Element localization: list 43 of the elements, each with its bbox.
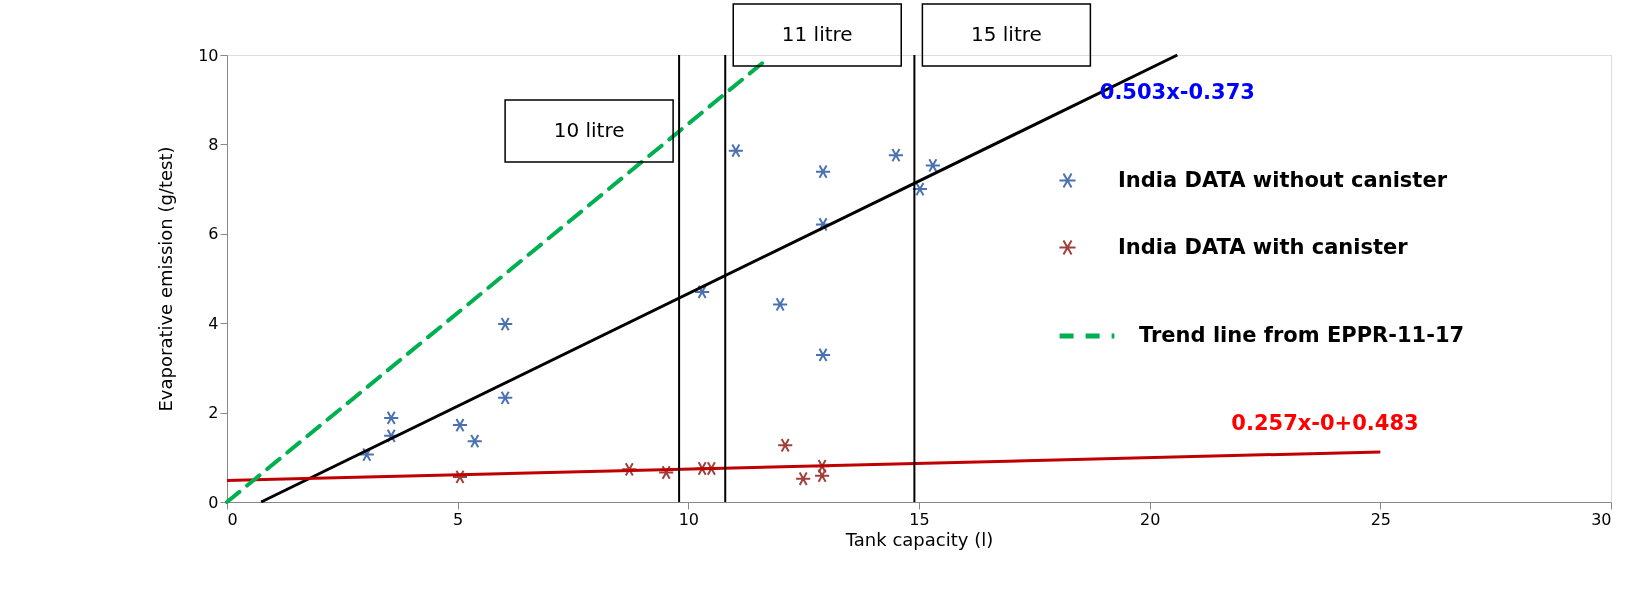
x-tick-label: 20 — [1139, 509, 1161, 529]
point — [621, 462, 638, 477]
y-tick-label: 10 — [198, 45, 219, 65]
x-tick-label: 5 — [453, 509, 464, 529]
point — [777, 438, 794, 453]
point — [772, 297, 789, 312]
point — [694, 284, 711, 300]
point — [383, 410, 400, 426]
point — [451, 469, 469, 485]
ref-line-label: 11 litre — [781, 21, 853, 46]
point — [814, 164, 832, 179]
point — [497, 390, 514, 405]
point — [924, 158, 941, 173]
point — [497, 316, 514, 332]
point — [795, 471, 812, 486]
y-tick-label: 0 — [208, 492, 219, 512]
y-tick-label: 4 — [208, 313, 219, 333]
ref-line-label: 15 litre — [970, 21, 1042, 46]
x-tick-label: 30 — [1591, 509, 1612, 529]
y-tick-label: 6 — [208, 224, 219, 244]
point — [466, 434, 483, 449]
point — [358, 447, 375, 462]
x-tick-label: 10 — [678, 509, 700, 529]
point — [887, 147, 904, 163]
y-axis-title: Evaporative emission (g/test) — [155, 146, 177, 412]
x-tick-label: 0 — [227, 509, 238, 529]
legend-label: India DATA without canister — [1118, 167, 1448, 192]
point — [814, 468, 831, 483]
ref-line-label: 10 litre — [553, 117, 625, 142]
legend-label: India DATA with canister — [1118, 234, 1409, 259]
x-tick-label: 15 — [909, 509, 930, 529]
point — [814, 217, 832, 232]
point — [727, 143, 744, 158]
annotation: 0.503x-0.373 — [1099, 79, 1255, 104]
legend-label: Trend line from EPPR-11-17 — [1139, 323, 1465, 347]
y-tick-label: 2 — [208, 403, 219, 423]
point — [814, 347, 832, 363]
point — [658, 465, 675, 480]
y-tick-label: 8 — [208, 134, 219, 154]
annotation: 0.257x-0+0.483 — [1231, 411, 1419, 436]
x-tick-label: 25 — [1370, 509, 1392, 529]
x-axis-title: Tank capacity (l) — [844, 528, 994, 550]
point — [451, 417, 469, 433]
